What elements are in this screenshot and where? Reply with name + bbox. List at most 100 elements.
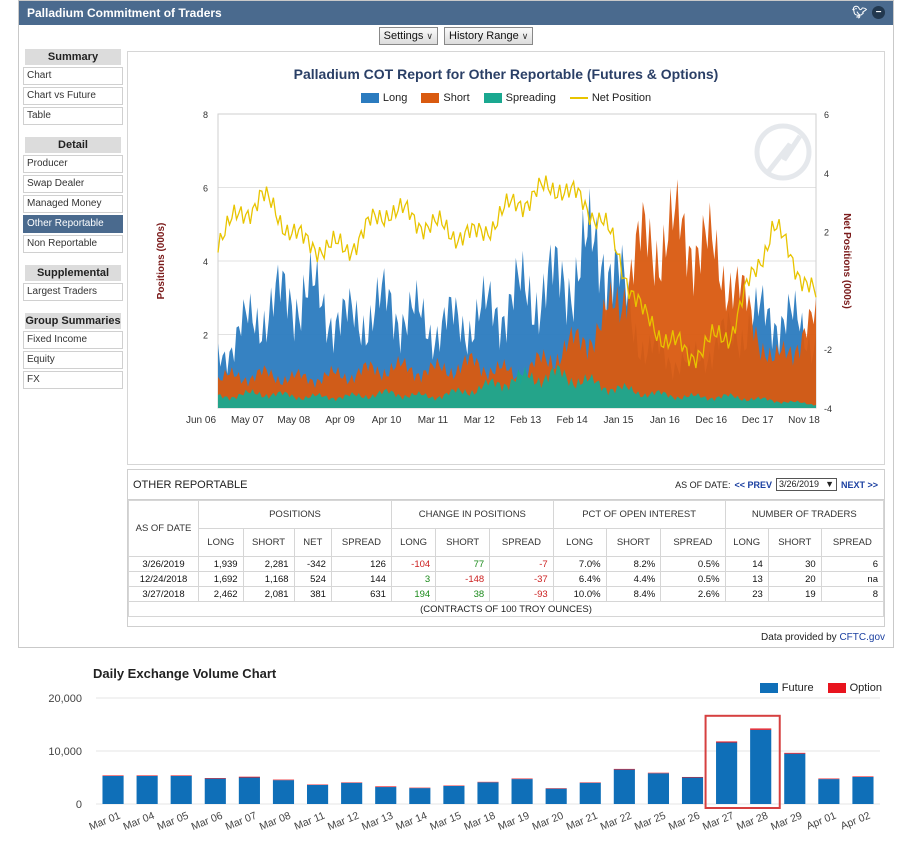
y-right-tick: 6 [824,110,829,120]
cell-pos-spread: 126 [330,556,392,572]
vol-x-tick: Mar 29 [769,810,804,833]
vol-x-tick: Mar 26 [667,810,702,833]
x-tick-label: Jun 06 [186,415,216,426]
cell-pos-long: 2,462 [198,586,244,602]
future-bar [818,779,840,804]
option-bar [647,772,670,774]
as-of-label: AS OF DATE: [675,479,731,490]
group-change: CHANGE IN POSITIONS [390,500,554,529]
col-spread: SPREAD [489,528,554,557]
cell-chg-spread: -93 [489,586,554,602]
chart-legend: Long Short Spreading Net Position [128,92,884,104]
sidebar-item-table[interactable]: Table [23,107,123,125]
vol-x-tick: Mar 20 [530,810,565,833]
cftc-link[interactable]: CFTC.gov [839,632,885,643]
cell-date: 12/24/2018 [128,571,199,587]
settings-dropdown[interactable]: Settings ∨ [378,27,439,45]
cell-chg-spread: -37 [489,571,554,587]
sidebar-item-equity[interactable]: Equity [23,351,123,369]
col-short: SHORT [605,528,662,557]
future-bar [238,777,260,804]
cot-chart: 8 6 4 2 6 4 2 -2 -4 Jun 06 May 07 May 08 Apr 09 Apr 1… [127,51,885,465]
net-position-line [217,175,817,369]
future-bar [579,782,601,804]
legend-short[interactable]: Short [421,92,470,104]
toolbar: Settings ∨ History Range ∨ [19,27,893,47]
group-pct: PCT OF OPEN INTEREST [552,500,726,529]
sidebar-head-supplemental: Supplemental [25,265,121,281]
sidebar-item-other-reportable[interactable]: Other Reportable [23,215,123,233]
vol-x-tick: Mar 12 [326,810,361,833]
legend-net-position[interactable]: Net Position [569,92,651,104]
table-row: 12/24/2018 1,692 1,168 524 144 3 -148 -37 6.4% 4.… [128,571,885,587]
next-link[interactable]: NEXT >> [840,479,878,490]
vol-x-tick: Mar 22 [599,810,634,833]
vol-x-tick: Mar 18 [462,810,497,833]
prev-link[interactable]: << PREV [734,479,773,490]
vol-x-tick: Mar 06 [190,810,225,833]
y-left-axis-label: Positions (000s) [156,223,167,300]
table-note-row: (CONTRACTS OF 100 TROY OUNCES) [128,601,884,617]
legend-long[interactable]: Long [360,92,407,104]
vol-x-tick: Mar 27 [701,810,736,833]
table-note: (CONTRACTS OF 100 TROY OUNCES) [128,601,884,617]
vol-x-tick: Mar 15 [428,810,463,833]
y-right-tick: -2 [824,345,832,355]
y-left-tick: 4 [203,257,208,267]
option-bar [818,778,840,780]
legend-future[interactable]: Future [759,682,814,694]
future-bar [750,729,772,804]
cell-date: 3/27/2018 [128,586,199,602]
sidebar-item-swap-dealer[interactable]: Swap Dealer [23,175,123,193]
cell-pct-long: 6.4% [552,571,607,587]
future-bar [784,753,806,804]
future-bar [716,742,738,804]
legend-spreading[interactable]: Spreading [483,92,556,104]
sidebar-item-managed-money[interactable]: Managed Money [23,195,123,213]
table-row: 3/27/2018 2,462 2,081 381 631 194 38 -93 10.0% 8.… [128,586,885,602]
sidebar-item-fx[interactable]: FX [23,371,123,389]
sidebar-item-largest-traders[interactable]: Largest Traders [23,283,123,301]
cell-pos-short: 2,081 [242,586,295,602]
collapse-icon[interactable]: − [872,5,885,19]
twitter-icon[interactable]: 🐦︎ [852,5,868,19]
future-bar [272,780,295,804]
vol-x-tick: Mar 01 [87,810,122,833]
sidebar-item-non-reportable[interactable]: Non Reportable [23,235,123,253]
cell-chg-long: -104 [390,556,437,572]
date-select[interactable]: 3/26/2019 ▼ [776,478,837,491]
sidebar-item-chart-vs-future[interactable]: Chart vs Future [23,87,123,105]
cell-tr-long: 23 [724,586,769,602]
history-range-label: History Range [449,30,519,42]
sidebar-item-fixed-income[interactable]: Fixed Income [23,331,123,349]
x-tick-label: May 08 [277,415,310,426]
chart-title: Palladium COT Report for Other Reportabl… [293,66,719,82]
cell-pct-spread: 0.5% [660,556,726,572]
y-right-tick: 2 [824,228,829,238]
sidebar-item-producer[interactable]: Producer [23,155,123,173]
sidebar-head-detail: Detail [25,137,121,153]
legend-option[interactable]: Option [827,682,882,694]
y-right-tick: 4 [824,169,829,179]
future-bar [341,782,363,804]
sidebar-item-chart[interactable]: Chart [23,67,123,85]
vol-x-tick: Mar 05 [156,810,191,833]
y-left-tick: 6 [203,184,208,194]
cell-tr-short: 19 [767,586,822,602]
history-range-dropdown[interactable]: History Range ∨ [444,27,534,45]
x-tick-label: Mar 11 [418,415,449,426]
table-header: OTHER REPORTABLE AS OF DATE: << PREV 3/2… [128,470,884,500]
vol-x-tick: Mar 28 [735,810,770,833]
sidebar: Summary Chart Chart vs Future Table Deta… [23,47,123,391]
cell-pos-long: 1,939 [198,556,244,572]
cell-pos-long: 1,692 [198,571,244,587]
option-bar [170,775,192,776]
x-tick-label: Mar 12 [464,415,496,426]
y-right-tick: -4 [824,404,832,414]
dropdown-arrow-icon: ▼ [825,479,834,489]
sidebar-head-summary: Summary [25,49,121,65]
legend-short-label: Short [443,92,470,104]
cell-pos-spread: 144 [330,571,392,587]
cell-pos-net: 524 [293,571,332,587]
